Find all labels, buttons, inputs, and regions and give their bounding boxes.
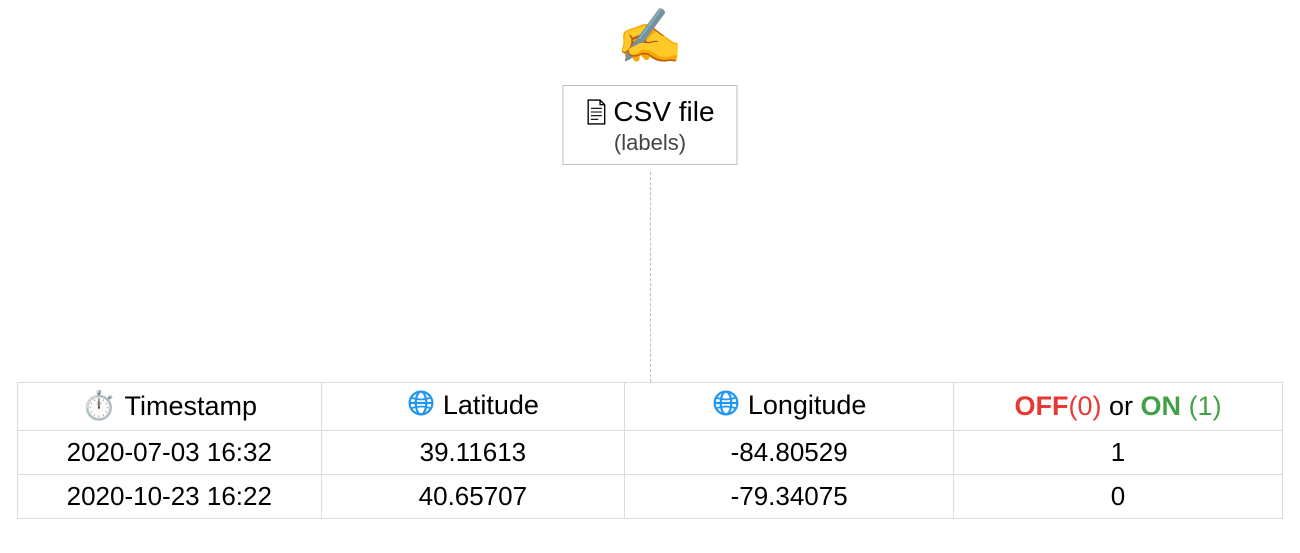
globe-icon: [712, 389, 740, 422]
on-code: (1): [1189, 391, 1222, 421]
cell-latitude: 40.65707: [321, 475, 625, 519]
col-timestamp-label: Timestamp: [124, 391, 257, 422]
csv-file-title-row: CSV file: [585, 96, 714, 128]
cell-state: 0: [954, 475, 1283, 519]
document-icon: [585, 99, 607, 125]
table-row: 2020-10-23 16:22 40.65707 -79.34075 0: [18, 475, 1283, 519]
col-state: OFF(0) or ON (1): [954, 383, 1283, 431]
cell-state: 1: [954, 431, 1283, 475]
connector-line: [650, 172, 651, 382]
table-header-row: ⏱️ Timestamp Latitude Longitude: [18, 383, 1283, 431]
stopwatch-icon: ⏱️: [82, 392, 117, 420]
cell-longitude: -79.34075: [625, 475, 954, 519]
col-longitude-label: Longitude: [748, 390, 867, 421]
on-word: ON: [1141, 391, 1182, 421]
writing-hand-icon: ✍️: [616, 10, 683, 64]
csv-file-subtitle: (labels): [585, 130, 714, 156]
col-longitude: Longitude: [625, 383, 954, 431]
col-latitude-label: Latitude: [443, 390, 539, 421]
cell-longitude: -84.80529: [625, 431, 954, 475]
col-latitude: Latitude: [321, 383, 625, 431]
globe-icon: [407, 389, 435, 422]
cell-timestamp: 2020-10-23 16:22: [18, 475, 322, 519]
cell-timestamp: 2020-07-03 16:32: [18, 431, 322, 475]
off-code: (0): [1069, 391, 1102, 421]
csv-file-box: CSV file (labels): [562, 85, 737, 165]
labels-table: ⏱️ Timestamp Latitude Longitude: [17, 382, 1283, 519]
col-timestamp: ⏱️ Timestamp: [18, 383, 322, 431]
off-word: OFF: [1015, 391, 1069, 421]
table-row: 2020-07-03 16:32 39.11613 -84.80529 1: [18, 431, 1283, 475]
cell-latitude: 39.11613: [321, 431, 625, 475]
or-word: or: [1109, 391, 1133, 421]
csv-file-title: CSV file: [613, 96, 714, 128]
